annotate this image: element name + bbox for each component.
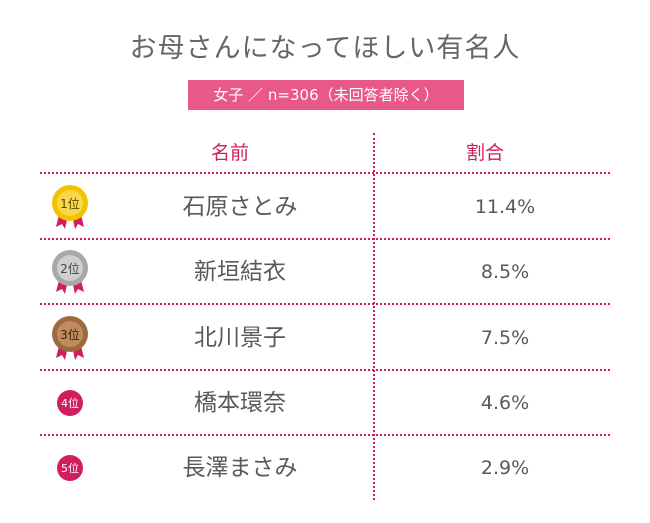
percentage-value: 7.5% — [480, 327, 530, 349]
celebrity-name: 新垣結衣 — [194, 259, 286, 285]
table-row: 1位 石原さとみ 11.4% — [40, 175, 610, 239]
row-divider — [40, 303, 610, 305]
table-row: 3位 北川景子 7.5% — [40, 306, 610, 370]
percentage-value: 11.4% — [474, 196, 536, 218]
sample-note: 女子 ／ n=306（未回答者除く） — [188, 80, 464, 110]
celebrity-name: 橋本環奈 — [194, 390, 286, 416]
rank-circle-icon: 4位 — [48, 379, 92, 427]
gold-medal-icon: 1位 — [48, 183, 92, 231]
rank-label: 5位 — [61, 461, 79, 475]
column-divider — [373, 133, 375, 500]
bronze-medal-icon: 3位 — [48, 314, 92, 362]
table-row: 2位 新垣結衣 8.5% — [40, 240, 610, 304]
percentage-value: 2.9% — [480, 457, 530, 479]
celebrity-name: 石原さとみ — [182, 194, 298, 220]
row-divider — [40, 172, 610, 174]
column-header-ratio: 割合 — [465, 142, 504, 164]
rank-label: 1位 — [60, 196, 80, 211]
column-header-name: 名前 — [210, 142, 249, 164]
row-divider — [40, 369, 610, 371]
rank-label: 2位 — [60, 261, 80, 276]
silver-medal-icon: 2位 — [48, 248, 92, 296]
table-row: 5位 長澤まさみ 2.9% — [40, 436, 610, 500]
celebrity-name: 北川景子 — [194, 325, 286, 351]
percentage-value: 4.6% — [480, 392, 530, 414]
page-title: お母さんになってほしい有名人 — [129, 33, 521, 64]
rank-circle-icon: 5位 — [48, 444, 92, 492]
table-row: 4位 橋本環奈 4.6% — [40, 371, 610, 435]
row-divider — [40, 434, 610, 436]
celebrity-name: 長澤まさみ — [182, 455, 298, 481]
percentage-value: 8.5% — [480, 261, 530, 283]
row-divider — [40, 238, 610, 240]
rank-label: 3位 — [60, 327, 80, 342]
rank-label: 4位 — [61, 396, 79, 410]
